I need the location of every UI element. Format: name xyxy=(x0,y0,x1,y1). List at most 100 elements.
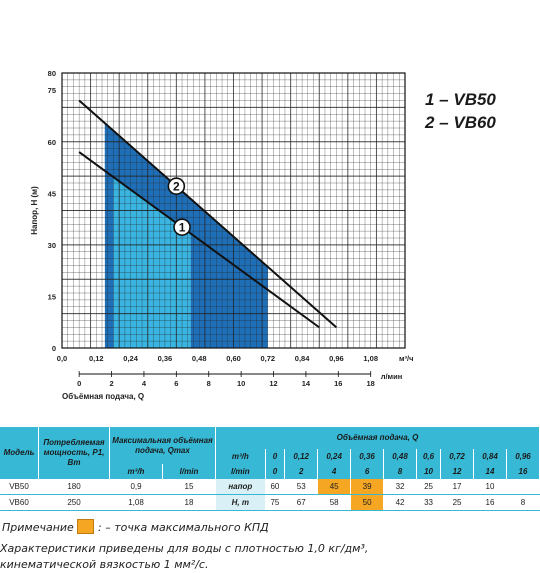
x-tick-label-lmin: 14 xyxy=(302,379,311,388)
th-flow-m3h: 0,24 xyxy=(317,449,352,464)
x-tick-label-lmin: 18 xyxy=(367,379,375,388)
max-efficiency-swatch xyxy=(77,519,94,534)
th-flow-m3h: 0,96 xyxy=(506,449,540,464)
note-text: : – точка максимального КПД xyxy=(98,521,269,534)
x-unit-lmin: л/мин xyxy=(381,372,403,381)
y-tick-label: 75 xyxy=(48,86,56,95)
th-flow-lmin: 10 xyxy=(416,464,442,479)
th-flow-m3h: 0,48 xyxy=(383,449,417,464)
operating-region-2 xyxy=(104,123,114,348)
th-flow-m3h: 0,12 xyxy=(284,449,319,464)
x-tick-label-lmin: 12 xyxy=(269,379,277,388)
cell-qmax-m3h: 1,08 xyxy=(109,494,163,511)
y-axis-label: Напор, Н (м) xyxy=(30,186,39,235)
th-flow-lmin: 16 xyxy=(506,464,540,479)
y-tick-label: 30 xyxy=(48,241,56,250)
series-2-marker-label: 2 xyxy=(173,180,180,194)
th-flow-m3h: 0,6 xyxy=(416,449,442,464)
cell-head-value: 8 xyxy=(506,494,540,511)
x-tick-label-m3h: 0,60 xyxy=(226,354,241,363)
footnote: Характеристики приведены для воды с плот… xyxy=(0,541,540,573)
x-tick-label-lmin: 4 xyxy=(142,379,147,388)
th-flow-m3h: 0,84 xyxy=(473,449,507,464)
x-tick-label-lmin: 6 xyxy=(174,379,178,388)
cell-head-unit: H, m xyxy=(215,494,266,511)
th-flow-lmin: 2 xyxy=(284,464,319,479)
th-model: Модель xyxy=(0,427,39,479)
cell-power: 180 xyxy=(38,479,110,495)
th-flow: Объёмная подача, Q xyxy=(215,427,540,449)
th-flow-lmin: 14 xyxy=(473,464,507,479)
th-flow-m3h: 0 xyxy=(265,449,286,464)
cell-power: 250 xyxy=(38,494,110,511)
x-tick-label-lmin: 0 xyxy=(77,379,81,388)
th-flow-m3h: 0,72 xyxy=(440,449,475,464)
y-tick-label: 45 xyxy=(48,189,56,198)
x-tick-label-m3h: 0,0 xyxy=(57,354,67,363)
y-tick-label: 0 xyxy=(52,344,56,353)
th-qmax-lmin: l/min xyxy=(162,464,216,479)
series-2-marker xyxy=(167,177,186,196)
footnote-line-1: Характеристики приведены для воды с плот… xyxy=(0,542,369,555)
th-flow-m3h: 0,36 xyxy=(350,449,385,464)
y-tick-label: 80 xyxy=(48,69,56,78)
legend-vb60: 2 – VB60 xyxy=(425,113,496,132)
note-label: Примечание xyxy=(2,521,74,534)
x-tick-label-m3h: 1,08 xyxy=(363,354,378,363)
series-1-marker xyxy=(173,218,191,236)
th-qmax-m3h: m³/h xyxy=(109,464,163,479)
cell-head-value: 45 xyxy=(317,479,352,495)
th-qmax: Максимальная объёмная подача, Qmax xyxy=(109,427,216,464)
th-unit-lmin: l/min xyxy=(215,464,266,479)
th-power: Потребляемая мощность, P1, Вт xyxy=(38,427,110,479)
th-flow-lmin: 4 xyxy=(317,464,352,479)
y-tick-label: 60 xyxy=(48,138,56,147)
x-tick-label-m3h: 0,24 xyxy=(123,354,138,363)
cell-head-value: 60 xyxy=(265,479,286,495)
series-2-line xyxy=(78,99,338,329)
cell-head-value: 25 xyxy=(440,494,475,511)
cell-model: VB60 xyxy=(0,494,39,511)
x-tick-label-lmin: 10 xyxy=(237,379,245,388)
x-tick-label-m3h: 0,72 xyxy=(260,354,275,363)
cell-head-value: 67 xyxy=(284,494,319,511)
cell-head-value: 42 xyxy=(383,494,417,511)
x-tick-label-lmin: 8 xyxy=(207,379,211,388)
th-flow-lmin: 6 xyxy=(350,464,385,479)
th-flow-lmin: 12 xyxy=(440,464,475,479)
operating-region-between xyxy=(104,123,268,290)
x-tick-label-m3h: 0,36 xyxy=(158,354,173,363)
plot-frame xyxy=(61,72,406,349)
x-tick-label-lmin: 2 xyxy=(109,379,113,388)
cell-head-value: 58 xyxy=(317,494,352,511)
legend-vb50: 1 – VB50 xyxy=(425,90,496,109)
cell-head-value: 16 xyxy=(473,494,507,511)
cell-head-value: 10 xyxy=(473,479,507,495)
cell-head-value: 25 xyxy=(416,479,442,495)
cell-head-value: 53 xyxy=(284,479,319,495)
cell-qmax-lmin: 18 xyxy=(162,494,216,511)
cell-head-value xyxy=(506,479,540,495)
series-1-line xyxy=(78,151,320,329)
cell-head-value: 33 xyxy=(416,494,442,511)
cell-head-value: 39 xyxy=(350,479,385,495)
th-flow-lmin: 8 xyxy=(383,464,417,479)
x-tick-label-m3h: 0,84 xyxy=(295,354,310,363)
x-axis-label: Объёмная подача, Q xyxy=(62,392,144,401)
cell-model: VB50 xyxy=(0,479,39,495)
x-unit-m3h: м³/ч xyxy=(399,354,413,363)
cell-qmax-m3h: 0,9 xyxy=(109,479,163,495)
x-tick-label-lmin: 16 xyxy=(334,379,342,388)
cell-head-value: 32 xyxy=(383,479,417,495)
cell-head-value: 17 xyxy=(440,479,475,495)
performance-table: Модель Потребляемая мощность, P1, Вт Мак… xyxy=(0,427,540,511)
cell-qmax-lmin: 15 xyxy=(162,479,216,495)
cell-head-value: 75 xyxy=(265,494,286,511)
th-flow-lmin: 0 xyxy=(265,464,286,479)
x-tick-label-m3h: 0,96 xyxy=(329,354,344,363)
footnote-line-2: кинематической вязкостью 1 мм²/с. xyxy=(0,558,209,571)
th-unit-m3h: m³/h xyxy=(215,449,266,464)
cell-head-value: 50 xyxy=(350,494,385,511)
cell-head-label: напор xyxy=(215,479,266,495)
